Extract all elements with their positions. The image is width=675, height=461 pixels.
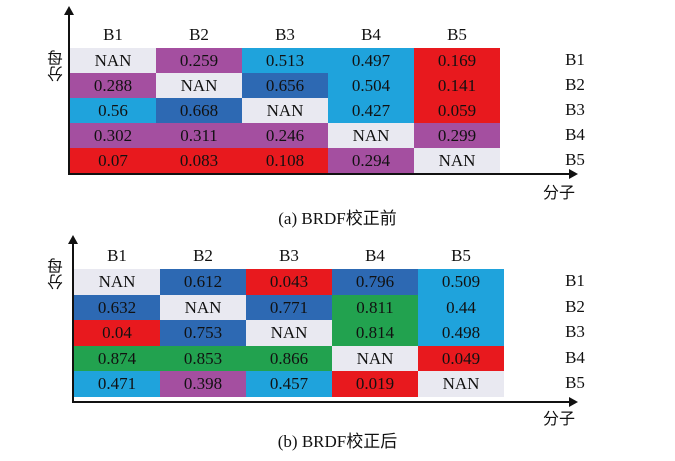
heatmap-cell: 0.049 [418, 345, 504, 372]
heatmap-cell: NAN [74, 269, 160, 295]
heatmap-cell: 0.471 [74, 371, 160, 398]
row-label: B4 [565, 347, 585, 367]
heatmap-cell: 0.311 [156, 123, 242, 148]
heatmap-cell: 0.509 [418, 269, 504, 295]
column-label: B3 [279, 246, 299, 265]
row-label: B4 [565, 125, 585, 144]
heatmap-cell: 0.07 [70, 148, 156, 173]
heatmap-cell: NAN [70, 48, 156, 73]
x-axis [72, 397, 578, 407]
x-axis-label: 分子 [543, 411, 576, 428]
column-label: B3 [275, 25, 295, 44]
row-label: B1 [565, 271, 585, 290]
column-label: B2 [193, 246, 213, 265]
column-label: B5 [451, 246, 471, 265]
heatmap-cell: 0.513 [242, 48, 328, 73]
heatmap-cell: 0.811 [332, 294, 418, 321]
heatmap-cell: NAN [160, 294, 246, 321]
heatmap-cell: 0.427 [328, 98, 414, 123]
caption: (b) BRDF校正后 [277, 432, 398, 451]
heatmap-cell: 0.059 [414, 98, 500, 123]
caption: (a) BRDF校正前 [278, 209, 397, 228]
heatmap-cell: 0.302 [70, 123, 156, 148]
heatmap-cell: 0.043 [246, 269, 332, 295]
heatmap-cell: 0.169 [414, 48, 500, 73]
heatmap-cell: 0.288 [70, 73, 156, 98]
heatmap-cell: 0.299 [414, 123, 500, 148]
column-label: B2 [189, 25, 209, 44]
row-label: B3 [565, 100, 585, 119]
x-axis [68, 169, 578, 179]
heatmap-cell: 0.498 [418, 320, 504, 347]
heatmap-cell: 0.632 [74, 294, 160, 321]
column-label: B5 [447, 25, 467, 44]
heatmap-cell: 0.504 [328, 73, 414, 98]
heatmap-cell: 0.853 [160, 345, 246, 372]
heatmap-cell: NAN [328, 123, 414, 148]
column-label: B1 [103, 25, 123, 44]
heatmap-cell: 0.668 [156, 98, 242, 123]
heatmap-cell: 0.246 [242, 123, 328, 148]
heatmap-cell: NAN [418, 371, 504, 398]
row-label: B5 [565, 373, 585, 393]
column-label: B1 [107, 246, 127, 265]
heatmap-a: 分母 分子 (a) BRDF校正前 B1 B2 B3 B4 B5 B1 B2 B3 B4 B5 NA… [49, 6, 585, 228]
heatmap-cell: 0.04 [74, 320, 160, 347]
row-label: B5 [565, 150, 585, 169]
heatmap-cell: 0.44 [418, 294, 504, 321]
heatmap-cell: 0.753 [160, 320, 246, 347]
y-axis-label: 分母 [49, 258, 66, 290]
heatmap-cell: 0.019 [332, 371, 418, 398]
heatmap-cell: 0.259 [156, 48, 242, 73]
row-label: B1 [565, 50, 585, 69]
heatmap-cell: 0.612 [160, 269, 246, 295]
heatmap-cell: 0.141 [414, 73, 500, 98]
row-label: B3 [565, 322, 585, 342]
heatmap-cell: NAN [242, 98, 328, 123]
heatmap-cell: 0.083 [156, 148, 242, 173]
heatmap-cell: 0.866 [246, 345, 332, 372]
heatmap-cell: NAN [156, 73, 242, 98]
y-axis [68, 235, 78, 403]
heatmap-cell: NAN [246, 320, 332, 347]
heatmap-cell: 0.108 [242, 148, 328, 173]
heatmap-cell: 0.814 [332, 320, 418, 347]
column-label: B4 [365, 246, 385, 265]
heatmap-cell: 0.294 [328, 148, 414, 173]
y-axis [64, 6, 74, 175]
heatmap-cell: 0.874 [74, 345, 160, 372]
heatmap-cell: 0.656 [242, 73, 328, 98]
heatmap-cell: NAN [414, 148, 500, 173]
row-label: B2 [565, 75, 585, 94]
heatmap-cell: NAN [332, 345, 418, 372]
heatmap-cell: 0.398 [160, 371, 246, 398]
heatmap-cell: 0.796 [332, 269, 418, 295]
row-label: B2 [565, 296, 585, 316]
heatmap-cell: 0.56 [70, 98, 156, 123]
column-label: B4 [361, 25, 381, 44]
x-axis-label: 分子 [543, 185, 576, 202]
heatmap-cell: 0.497 [328, 48, 414, 73]
heatmap-cell: 0.457 [246, 371, 332, 398]
heatmap-cell: 0.771 [246, 294, 332, 321]
